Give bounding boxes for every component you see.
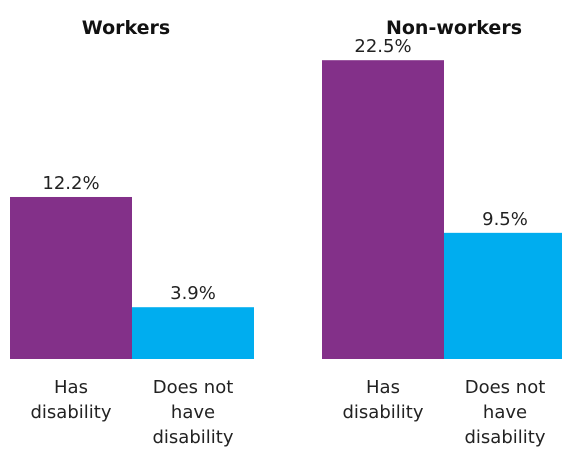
non-workers-has-disability-category-label-line: Has [366, 377, 400, 398]
non-workers-no-disability-category-label: Does not have disability [465, 377, 546, 448]
non-workers-no-disability-category-label-line: disability [465, 427, 546, 448]
workers-no-disability-bar [132, 307, 254, 359]
workers-has-disability-category-label: Has disability [31, 377, 112, 423]
workers-panel: Workers 12.2% Has disability 3.9% Does not ha… [10, 17, 254, 448]
workers-no-disability-value-label: 3.9% [170, 283, 216, 304]
non-workers-has-disability-category-label-line: disability [343, 402, 424, 423]
non-workers-panel-title: Non-workers [386, 17, 522, 39]
non-workers-no-disability-category-label-line: have [483, 402, 527, 423]
workers-has-disability-bar [10, 196, 132, 359]
non-workers-has-disability-bar [322, 60, 444, 359]
workers-has-disability-category-label-line: Has [54, 377, 88, 398]
non-workers-has-disability-category-label: Has disability [343, 377, 424, 423]
workers-no-disability-category-label: Does not have disability [153, 377, 234, 448]
non-workers-has-disability-value-label: 22.5% [354, 36, 411, 57]
workers-no-disability-category-label-line: have [171, 402, 215, 423]
workers-has-disability-value-label: 12.2% [42, 173, 99, 194]
non-workers-no-disability-bar [444, 232, 562, 359]
non-workers-no-disability-category-label-line: Does not [465, 377, 546, 398]
workers-has-disability-category-label-line: disability [31, 402, 112, 423]
workers-no-disability-category-label-line: Does not [153, 377, 234, 398]
non-workers-panel: Non-workers 22.5% Has disability 9.5% Does n… [322, 17, 562, 448]
workers-no-disability-category-label-line: disability [153, 427, 234, 448]
workers-panel-title: Workers [82, 17, 170, 39]
non-workers-no-disability-value-label: 9.5% [482, 209, 528, 230]
